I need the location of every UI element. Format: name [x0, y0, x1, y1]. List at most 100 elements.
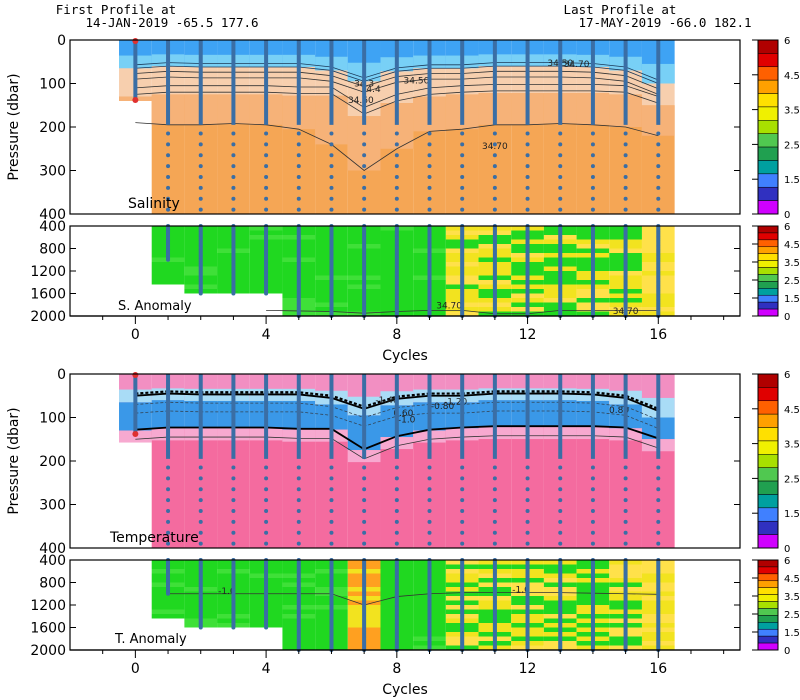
profile-point: [525, 142, 530, 147]
header: First Profile at 14-JAN-2019 -65.5 177.6…: [56, 2, 752, 30]
salinity-profiles: [132, 38, 661, 212]
profile-point: [362, 153, 367, 158]
colorbar-tick-label: 3.5: [784, 440, 800, 451]
contour-label: 34.50: [404, 77, 430, 87]
profile-point: [558, 142, 563, 147]
colorbar-swatch: [757, 594, 779, 602]
profile-point: [362, 196, 367, 201]
profile-point: [460, 509, 465, 514]
colorbar-swatch: [757, 39, 779, 54]
colorbar-swatch: [757, 454, 779, 468]
profile-point: [427, 530, 432, 535]
profile-point: [427, 164, 432, 169]
profile-point: [492, 509, 497, 514]
colorbar-swatch: [757, 260, 779, 268]
profile-point: [329, 530, 334, 535]
temperature-panel: -1.40 -1.20-0.800.60 0.80-1.0 Temperature …: [6, 367, 741, 557]
y-tick-label: 100: [39, 77, 66, 93]
profile-point: [525, 519, 530, 524]
profile-point: [362, 487, 367, 492]
colorbar-swatch: [757, 520, 779, 535]
profile-point: [394, 196, 399, 201]
profile-point: [623, 487, 628, 492]
colorbar-swatch: [757, 635, 779, 644]
profile-point: [460, 541, 465, 546]
profile-point: [231, 175, 236, 180]
profile-point: [231, 131, 236, 136]
colorbar-swatch: [757, 301, 779, 310]
profile-point: [198, 519, 203, 524]
colorbar-swatch: [757, 413, 779, 428]
profile-point: [590, 476, 595, 481]
profile-point: [525, 153, 530, 158]
profile-point: [427, 519, 432, 524]
profile-point: [558, 465, 563, 470]
profile-point: [460, 164, 465, 169]
profile-point: [558, 131, 563, 136]
profile-point: [623, 541, 628, 546]
profile-point: [166, 153, 171, 158]
profile-point: [166, 530, 171, 535]
colorbar-tick-label: 3.5: [784, 592, 800, 603]
profile-point: [166, 541, 171, 546]
s-anomaly-yticks: 400 800 1200 1600 2000: [30, 219, 740, 325]
profile-point: [166, 487, 171, 492]
profile-point: [590, 175, 595, 180]
profile-point: [231, 530, 236, 535]
profile-point: [296, 476, 301, 481]
profile-point: [492, 153, 497, 158]
profile-point: [525, 541, 530, 546]
colorbar-swatch: [757, 480, 779, 495]
colorbar-tick-label: 1.5: [784, 294, 800, 305]
colorbar-tick-label: 2.5: [784, 610, 800, 621]
profile-point: [264, 196, 269, 201]
x-tick-label: 8: [392, 327, 401, 343]
contour-label: 34.60: [348, 96, 374, 106]
colorbar-tick-label: 4.5: [784, 240, 800, 251]
colorbar-tick-label: 0: [784, 646, 790, 657]
profile-point: [329, 487, 334, 492]
colorbar-swatch: [757, 106, 779, 121]
profile-point: [296, 131, 301, 136]
profile-point: [460, 530, 465, 535]
profile-point: [362, 207, 367, 212]
profile-point: [231, 185, 236, 190]
colorbar-swatch: [757, 534, 779, 549]
profile-point: [558, 175, 563, 180]
colorbar-tick-label: 3.5: [784, 258, 800, 269]
colorbar-swatch: [757, 146, 779, 161]
colorbar-tick-label: 2.5: [784, 276, 800, 287]
profile-point: [296, 185, 301, 190]
profile-point: [656, 509, 661, 514]
profile-point: [166, 196, 171, 201]
x-axis-label: Cycles: [382, 682, 428, 698]
profile-point: [166, 164, 171, 169]
profile-point: [590, 142, 595, 147]
profile-point: [558, 519, 563, 524]
colorbar-swatch: [757, 559, 779, 568]
profile-point: [525, 498, 530, 503]
profile-point: [656, 476, 661, 481]
profile-point: [623, 185, 628, 190]
profile-point: [329, 153, 334, 158]
profile-point: [558, 153, 563, 158]
y-tick-label: 800: [39, 242, 66, 258]
x-tick-label: 12: [519, 327, 537, 343]
profile-point: [525, 509, 530, 514]
colorbar-swatch: [757, 400, 779, 415]
profile-point: [198, 185, 203, 190]
colorbar-swatch: [757, 93, 779, 108]
profile-point: [166, 591, 171, 596]
y-tick-label: 300: [39, 498, 66, 514]
profile-point: [329, 476, 334, 481]
profile-point: [492, 207, 497, 212]
y-tick-label: 1200: [30, 598, 66, 614]
y-tick-label: 0: [57, 33, 66, 49]
t-anomaly-panel: -1.0 -1.0 T. Anomaly 400 800 1200 1600 2000: [30, 553, 741, 659]
x-tick-label: 0: [131, 661, 140, 677]
profile-point: [525, 476, 530, 481]
profile-point: [623, 153, 628, 158]
profile-point: [492, 476, 497, 481]
profile-point: [427, 487, 432, 492]
salinity-ylabel: Pressure (dbar): [6, 73, 22, 180]
